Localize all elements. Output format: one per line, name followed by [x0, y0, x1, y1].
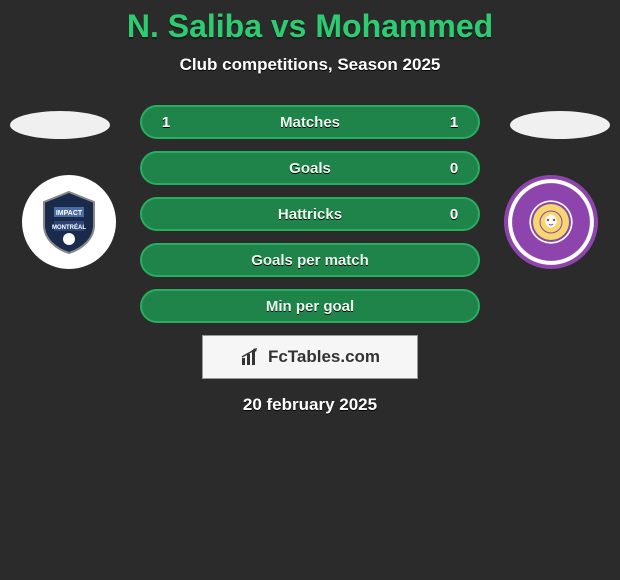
stat-row: Goals per match	[140, 243, 480, 277]
stat-right-value: 0	[448, 206, 460, 223]
stat-rows: 1 Matches 1 Goals 0 Hattricks 0 Goals pe…	[140, 105, 480, 323]
bars-icon	[240, 346, 262, 368]
stat-right-value: 0	[448, 160, 460, 177]
subtitle: Club competitions, Season 2025	[0, 55, 620, 75]
club-left-badge: IMPACT MONTRÉAL	[22, 175, 116, 269]
stat-label: Goals per match	[172, 252, 448, 269]
page-title: N. Saliba vs Mohammed	[0, 8, 620, 45]
stat-left-value: 1	[160, 114, 172, 131]
stat-label: Min per goal	[172, 298, 448, 315]
montreal-shield-icon: IMPACT MONTRÉAL	[34, 187, 104, 257]
stat-row: Hattricks 0	[140, 197, 480, 231]
source-badge: FcTables.com	[202, 335, 418, 379]
stat-label: Hattricks	[172, 206, 448, 223]
stat-row: Goals 0	[140, 151, 480, 185]
orlando-lion-icon	[531, 202, 571, 242]
player-right-placeholder	[510, 111, 610, 139]
stat-row: Min per goal	[140, 289, 480, 323]
svg-text:IMPACT: IMPACT	[56, 210, 83, 217]
player-left-placeholder	[10, 111, 110, 139]
source-label: FcTables.com	[268, 347, 380, 367]
stat-label: Goals	[172, 160, 448, 177]
svg-text:MONTRÉAL: MONTRÉAL	[52, 223, 86, 231]
club-right-badge	[504, 175, 598, 269]
stat-row: 1 Matches 1	[140, 105, 480, 139]
stat-right-value: 1	[448, 114, 460, 131]
date-label: 20 february 2025	[0, 395, 620, 415]
stat-label: Matches	[172, 114, 448, 131]
comparison-panel: IMPACT MONTRÉAL 1 Matches 1	[0, 105, 620, 415]
